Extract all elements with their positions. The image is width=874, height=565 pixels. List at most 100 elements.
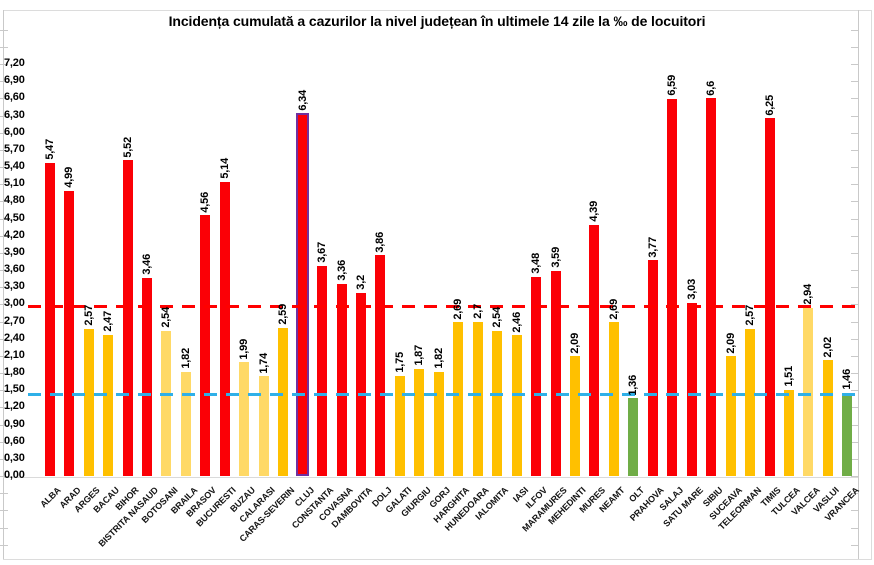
y-axis-label: 3,90 bbox=[4, 245, 25, 258]
bar-arges bbox=[83, 328, 94, 476]
bar-value-label: 2,02 bbox=[821, 336, 834, 358]
bar-hunedoara bbox=[472, 321, 483, 476]
bar-bucuresti bbox=[219, 181, 230, 476]
bar-value-label: 5,47 bbox=[43, 139, 56, 160]
x-axis-line bbox=[3, 477, 858, 478]
y-axis-tick bbox=[0, 64, 8, 65]
y-axis-tick bbox=[851, 321, 859, 323]
y-axis-tick bbox=[851, 270, 859, 271]
y-axis-label: 1,20 bbox=[4, 400, 25, 413]
bar-value-label: 2,54 bbox=[160, 307, 173, 328]
bar-bihor bbox=[122, 160, 133, 476]
bar-value-label: 3,03 bbox=[685, 279, 698, 300]
bar-value-label: 1,36 bbox=[627, 374, 640, 396]
y-axis-tick bbox=[0, 373, 8, 374]
y-axis-tick bbox=[851, 46, 859, 48]
bar-galati bbox=[394, 375, 405, 476]
y-axis-tick bbox=[0, 29, 8, 31]
bar-covasna bbox=[336, 283, 347, 476]
y-axis-tick bbox=[851, 338, 859, 340]
bar-value-label: 3,67 bbox=[316, 242, 329, 263]
y-axis-tick bbox=[0, 184, 8, 186]
bar-value-label: 1,99 bbox=[238, 338, 251, 360]
y-axis-label: 0,00 bbox=[4, 469, 25, 481]
y-axis-tick bbox=[0, 201, 8, 203]
chart-title: Incidența cumulată a cazurilor la nivel … bbox=[168, 13, 706, 29]
y-axis-tick bbox=[851, 98, 859, 100]
y-axis-tick bbox=[0, 355, 8, 357]
y-axis-tick bbox=[851, 201, 859, 203]
bar-value-label: 2,09 bbox=[568, 332, 581, 354]
x-axis-label: ALBA bbox=[38, 485, 63, 510]
y-axis-tick bbox=[851, 218, 859, 220]
y-axis-tick bbox=[0, 81, 8, 83]
y-axis-label: 0,60 bbox=[4, 434, 25, 447]
bar-mures bbox=[589, 224, 600, 476]
bar-value-label: 5,52 bbox=[121, 136, 134, 158]
y-axis-tick bbox=[0, 132, 8, 134]
bar-value-label: 3,77 bbox=[646, 236, 659, 258]
y-axis-tick bbox=[851, 355, 859, 357]
bar-value-label: 3,59 bbox=[549, 247, 562, 268]
bar-caras-severin bbox=[278, 327, 289, 476]
y-axis-label: 4,50 bbox=[4, 211, 25, 224]
bar-value-label: 1,87 bbox=[413, 345, 426, 366]
y-axis-label: 2,10 bbox=[4, 348, 25, 361]
y-axis-tick bbox=[851, 493, 859, 495]
bar-value-label: 5,14 bbox=[218, 158, 231, 179]
y-axis-tick bbox=[0, 167, 8, 168]
y-axis-tick bbox=[0, 252, 8, 254]
bar-calarasi bbox=[258, 376, 269, 476]
bar-gorj bbox=[433, 371, 444, 476]
bar-value-label: 6,59 bbox=[666, 75, 679, 96]
y-axis-line bbox=[3, 10, 4, 559]
bar-value-label: 4,56 bbox=[199, 191, 212, 213]
bar-olt bbox=[628, 398, 639, 476]
y-axis-label: 5,40 bbox=[4, 160, 25, 172]
bar-value-label: 1,82 bbox=[179, 348, 192, 369]
bar-prahova bbox=[647, 260, 658, 476]
bar-vrancea bbox=[842, 392, 853, 476]
y-axis-label: 4,80 bbox=[4, 194, 25, 207]
bar-mehedinti bbox=[569, 356, 580, 476]
red-threshold-line bbox=[28, 304, 861, 308]
y-axis-label: 6,30 bbox=[4, 108, 25, 121]
y-axis-tick bbox=[851, 29, 859, 31]
bar-giurgiu bbox=[414, 369, 425, 476]
y-axis-tick bbox=[851, 544, 859, 546]
y-axis-tick bbox=[851, 510, 859, 512]
y-axis-tick bbox=[0, 46, 8, 48]
bar-value-label: 1,46 bbox=[841, 368, 854, 390]
secondary-y-axis-line bbox=[858, 10, 859, 559]
bar-tulcea bbox=[783, 389, 794, 476]
y-axis-tick bbox=[0, 424, 8, 426]
y-axis-label: 6,60 bbox=[4, 91, 25, 104]
y-axis-tick bbox=[0, 115, 8, 117]
bar-valcea bbox=[803, 307, 814, 476]
bar-value-label: 2,94 bbox=[802, 284, 815, 305]
bar-neamt bbox=[608, 322, 619, 476]
bar-salaj bbox=[667, 98, 678, 476]
bar-iasi bbox=[511, 335, 522, 476]
blue-threshold-line bbox=[28, 392, 861, 396]
y-axis-tick bbox=[851, 184, 859, 186]
bar-value-label: 2,57 bbox=[82, 305, 95, 326]
y-axis-label: 1,50 bbox=[4, 383, 25, 396]
y-axis-tick bbox=[0, 407, 8, 409]
y-axis-tick bbox=[0, 235, 8, 237]
bar-suceava bbox=[725, 356, 736, 476]
y-axis-tick bbox=[0, 338, 8, 340]
bar-value-label: 6,25 bbox=[763, 94, 776, 116]
y-axis-tick bbox=[851, 424, 859, 426]
bar-value-label: 3,46 bbox=[141, 254, 153, 275]
bar-value-label: 2,69 bbox=[607, 298, 620, 320]
y-axis-label: 6,00 bbox=[4, 125, 25, 138]
y-axis-tick bbox=[851, 252, 859, 254]
bar-harghita bbox=[453, 322, 464, 476]
bar-bistrita-nasaud bbox=[142, 278, 152, 476]
y-axis-label: 3,30 bbox=[4, 280, 25, 293]
bar-value-label: 2,46 bbox=[510, 311, 523, 333]
y-axis-tick bbox=[851, 115, 859, 117]
